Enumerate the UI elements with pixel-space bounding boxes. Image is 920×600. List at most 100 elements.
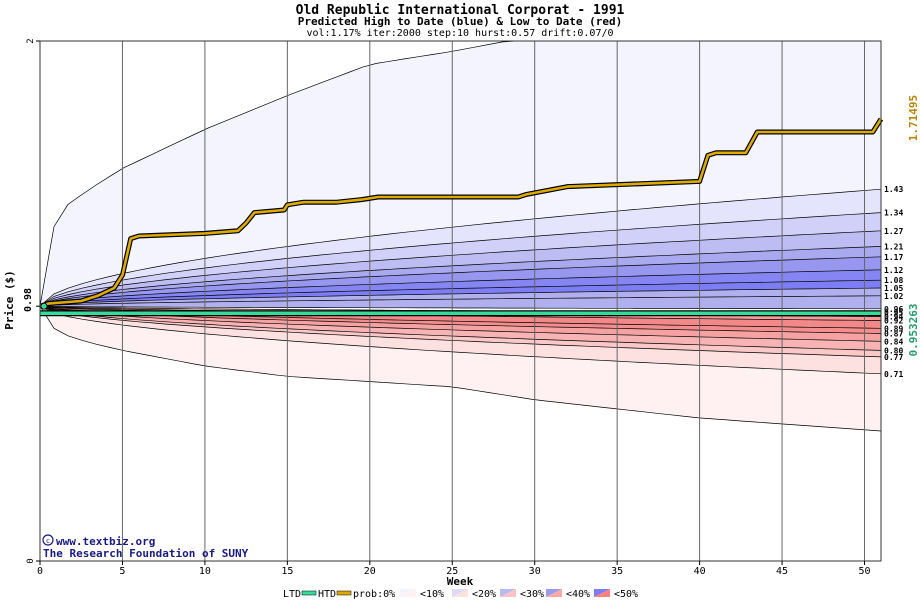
band-boundary-2: [39, 212, 882, 307]
upper-band-8: [40, 288, 881, 307]
lower-band-7: [40, 306, 881, 374]
upper-band-2: [40, 212, 881, 307]
x-tick-label-40: 40: [694, 566, 706, 577]
right-label-14: 0.87: [884, 330, 903, 339]
right-label-13: 0.89: [884, 324, 903, 333]
band-boundary-1: [39, 188, 882, 307]
legend-ltd-swatch: [301, 590, 317, 596]
legend-htd-swatch: [336, 590, 352, 596]
x-tick-label-5: 5: [119, 566, 125, 577]
legend-ltd-label: LTD: [283, 589, 301, 600]
legend-swatch-red-0: [400, 589, 416, 597]
right-band-labels: 1.43 1.34 1.27 1.21 1.17 1.121.081.051.02 0.96…: [884, 185, 903, 379]
legend-swatch-red-2: [500, 589, 516, 597]
series-lines: [39, 117, 884, 317]
x-tick-label-10: 10: [199, 566, 211, 577]
legend-20-label: <20%: [472, 589, 496, 600]
copyright-glyph: c: [46, 537, 50, 545]
x-axis-label: Week: [447, 575, 474, 588]
high-to-date-value: 1.71495: [907, 95, 920, 141]
upper-band-0: [40, 41, 881, 307]
right-label-16: 0.80: [884, 346, 903, 355]
chart-title: Old Republic International Corporat - 19…: [296, 3, 625, 18]
plot-border: [39, 40, 882, 562]
legend-30-label: <30%: [520, 589, 544, 600]
band-boundary-16: [39, 305, 882, 342]
upper-band-1: [40, 189, 881, 307]
band-boundary-20: [39, 306, 882, 432]
band-boundary-9: [39, 295, 882, 307]
band-boundary-10: [39, 305, 881, 310]
right-label-6: 1.08: [884, 276, 903, 285]
band-boundary-18: [39, 305, 882, 358]
x-tick-label-15: 15: [281, 566, 293, 577]
x-axis-ticks: 0 5 10 15 20 25 30 35 40 45 50: [37, 561, 871, 577]
x-tick-label-0: 0: [37, 566, 43, 577]
right-label-0: 1.43: [884, 185, 903, 194]
x-tick-label-25: 25: [446, 566, 458, 577]
legend-swatch-red-4: [594, 589, 610, 597]
x-tick-label-30: 30: [529, 566, 541, 577]
copyright-icon: [42, 534, 54, 546]
right-label-10: 0.95: [884, 309, 903, 318]
right-label-12: 0.92: [884, 317, 903, 326]
x-tick-label-50: 50: [858, 566, 870, 577]
legend-htd-label: HTD: [318, 589, 336, 600]
legend-swatch-red-1: [452, 589, 468, 597]
legend-probability-swatches: [400, 589, 610, 597]
right-label-9: 0.96: [884, 305, 903, 314]
watermark: c www.textbiz.org The Research Foundatio…: [42, 534, 249, 560]
upper-band-4: [40, 246, 881, 307]
chart-params: vol:1.17% iter:2000 step:10 hurst:0.57 d…: [306, 28, 613, 39]
right-label-17: 0.77: [884, 353, 903, 362]
right-label-11: 0.94: [884, 313, 903, 322]
legend-prob-label: prob:0%: [353, 589, 395, 600]
upper-band-6: [40, 269, 881, 307]
legend-swatch-red-3: [546, 589, 562, 597]
right-label-4: 1.17: [884, 253, 903, 262]
legend-10-label: <10%: [420, 589, 444, 600]
high-to-date-line: [39, 118, 883, 308]
start-marker: [40, 302, 48, 310]
band-boundary-15: [39, 305, 882, 334]
y-tick-label-2: 2: [26, 38, 36, 43]
lower-band-4: [40, 306, 881, 342]
right-label-7: 1.05: [884, 284, 903, 293]
band-boundary-17: [39, 305, 882, 351]
y-tick-label-0: 0: [26, 558, 36, 563]
upper-band-7: [40, 280, 881, 307]
band-boundary-4: [39, 246, 882, 307]
legend-50-label: <50%: [614, 589, 638, 600]
legend: LTD HTD prob:0% <10% <20% <30% <40% <50%: [283, 589, 638, 600]
right-label-5: 1.12: [884, 266, 903, 275]
band-boundary-5: [39, 256, 882, 307]
lower-band-8: [40, 306, 881, 431]
band-boundary-3: [39, 230, 882, 307]
band-boundary-6: [39, 269, 882, 307]
x-tick-label-20: 20: [364, 566, 376, 577]
right-label-8: 1.02: [884, 292, 903, 301]
right-label-1: 1.34: [884, 209, 903, 218]
right-label-15: 0.84: [884, 337, 903, 346]
band-boundary-8: [39, 287, 882, 307]
upper-band-5: [40, 256, 881, 307]
watermark-org: The Research Foundation of SUNY: [43, 547, 249, 560]
band-boundary-7: [39, 279, 882, 307]
x-tick-label-35: 35: [611, 566, 623, 577]
upper-band-3: [40, 230, 881, 307]
right-label-18: 0.71: [884, 370, 903, 379]
lower-band-5: [40, 306, 881, 351]
x-tick-label-45: 45: [776, 566, 788, 577]
chart-subtitle: Predicted High to Date (blue) & Low to D…: [298, 15, 623, 28]
lower-band-2: [40, 306, 881, 329]
band-boundary-19: [39, 305, 882, 375]
start-price-label: 0.98: [23, 288, 34, 312]
right-label-3: 1.21: [884, 242, 903, 251]
grid-lines: [121, 41, 866, 561]
right-label-2: 1.27: [884, 227, 903, 236]
upper-band-9: [40, 295, 881, 309]
watermark-url: www.textbiz.org: [56, 535, 155, 548]
lower-band-3: [40, 306, 881, 334]
y-axis-label: Price ($): [3, 270, 16, 330]
